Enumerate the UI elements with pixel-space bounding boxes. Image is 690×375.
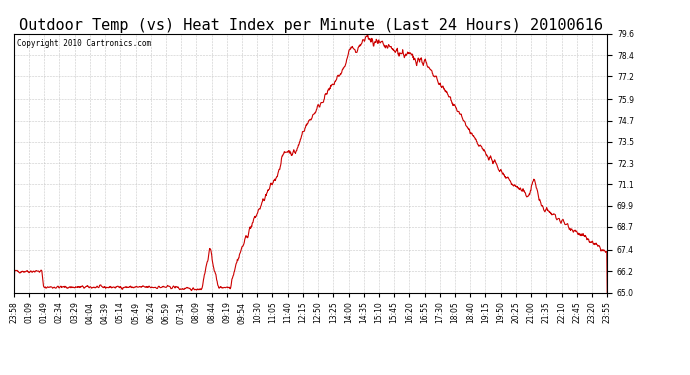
Title: Outdoor Temp (vs) Heat Index per Minute (Last 24 Hours) 20100616: Outdoor Temp (vs) Heat Index per Minute … <box>19 18 602 33</box>
Text: Copyright 2010 Cartronics.com: Copyright 2010 Cartronics.com <box>17 39 151 48</box>
